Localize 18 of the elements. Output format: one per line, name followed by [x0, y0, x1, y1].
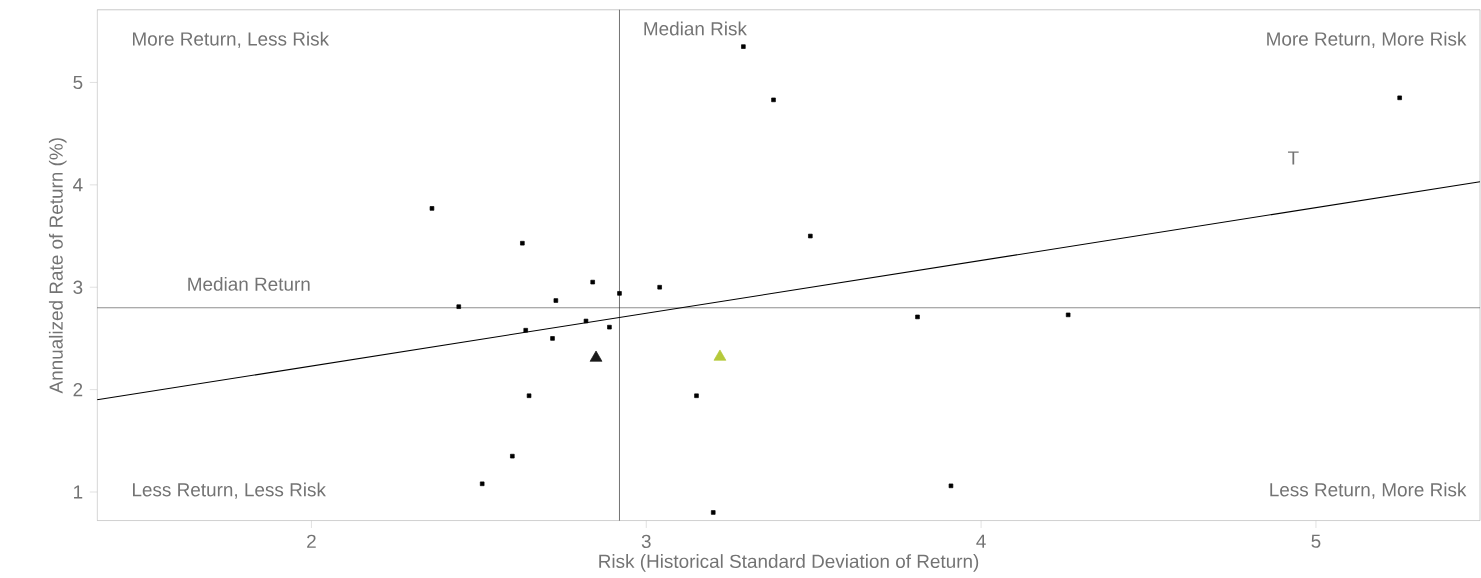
annotation: T	[1287, 151, 1299, 165]
annotation: Less Return, More Risk	[1270, 482, 1467, 499]
annotation: More Return, More Risk	[1267, 31, 1467, 48]
y-tick-label: 5	[73, 75, 83, 90]
x-tick-label: 5	[1311, 534, 1321, 548]
annotation: More Return, Less Risk	[133, 31, 330, 48]
y-tick-label: 2	[73, 383, 83, 397]
ref-line-label: Median Return	[188, 276, 310, 291]
x-tick-label: 3	[641, 534, 651, 549]
y-tick-label: 1	[74, 485, 83, 499]
y-tick-label: 4	[73, 178, 83, 192]
ref-line-label: Median Risk	[644, 21, 747, 36]
x-tick-label: 4	[976, 534, 986, 548]
x-tick-label: 2	[307, 534, 316, 548]
y-axis-title: Annualized Rate of Return (%)	[48, 138, 67, 394]
annotation: Less Return, Less Risk	[133, 482, 326, 499]
y-tick-label: 3	[73, 280, 83, 294]
x-axis-title: Risk (Historical Standard Deviation of Return)	[599, 554, 979, 572]
